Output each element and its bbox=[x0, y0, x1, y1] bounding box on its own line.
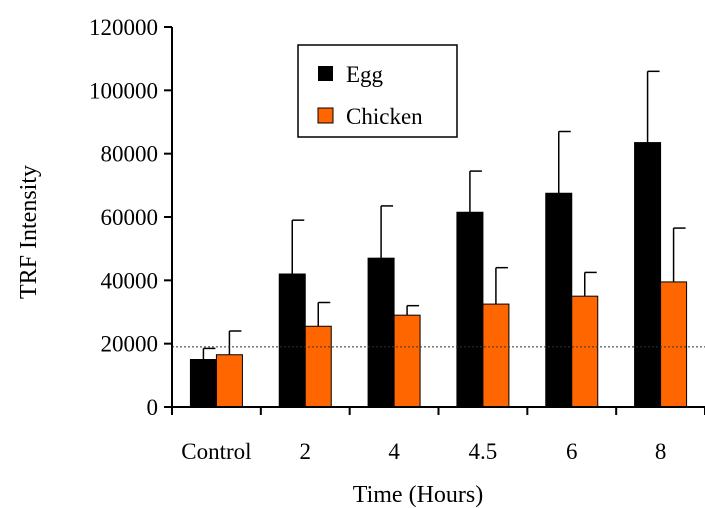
y-axis-ticks: 0 20000 40000 60000 80000 100000 120000 bbox=[89, 15, 172, 420]
bar-egg-5 bbox=[634, 142, 662, 408]
bar-egg-4 bbox=[545, 192, 573, 408]
x-axis-ticks: Control 2 4 4.5 6 8 bbox=[171, 407, 705, 464]
x-tick-label: Control bbox=[181, 439, 251, 464]
bar-egg-3 bbox=[456, 211, 484, 408]
bar-chicken-5 bbox=[660, 281, 688, 408]
y-tick-label: 20000 bbox=[101, 332, 159, 357]
x-tick-label: 4 bbox=[388, 439, 400, 464]
x-tick-label: 4.5 bbox=[469, 439, 498, 464]
legend: Egg Chicken bbox=[297, 44, 458, 138]
bar-chicken-2 bbox=[393, 314, 421, 408]
y-axis-title: TRF Intensity bbox=[16, 165, 42, 299]
x-tick-label: 6 bbox=[566, 439, 578, 464]
bar-chicken-1 bbox=[304, 325, 332, 408]
y-tick-label: 100000 bbox=[89, 78, 158, 103]
x-tick-label: 2 bbox=[300, 439, 312, 464]
error-bars bbox=[202, 70, 686, 360]
x-axis-title: Time (Hours) bbox=[353, 482, 483, 508]
legend-swatch-egg bbox=[318, 66, 333, 81]
bars bbox=[189, 142, 688, 408]
legend-swatch-chicken bbox=[317, 107, 334, 124]
bar-egg-2 bbox=[367, 257, 395, 408]
bar-chicken-3 bbox=[482, 303, 510, 408]
bar-egg-1 bbox=[278, 273, 306, 408]
y-tick-label: 60000 bbox=[101, 205, 159, 230]
y-tick-label: 0 bbox=[147, 395, 159, 420]
bar-egg-0 bbox=[189, 359, 217, 408]
x-tick-label: 8 bbox=[655, 439, 667, 464]
legend-label-egg: Egg bbox=[346, 62, 384, 87]
y-tick-label: 40000 bbox=[101, 268, 159, 293]
bar-chicken-0 bbox=[215, 354, 243, 408]
bar-chicken-4 bbox=[571, 295, 599, 408]
legend-label-chicken: Chicken bbox=[346, 104, 423, 129]
y-tick-label: 80000 bbox=[101, 142, 159, 167]
y-tick-label: 120000 bbox=[89, 15, 158, 40]
